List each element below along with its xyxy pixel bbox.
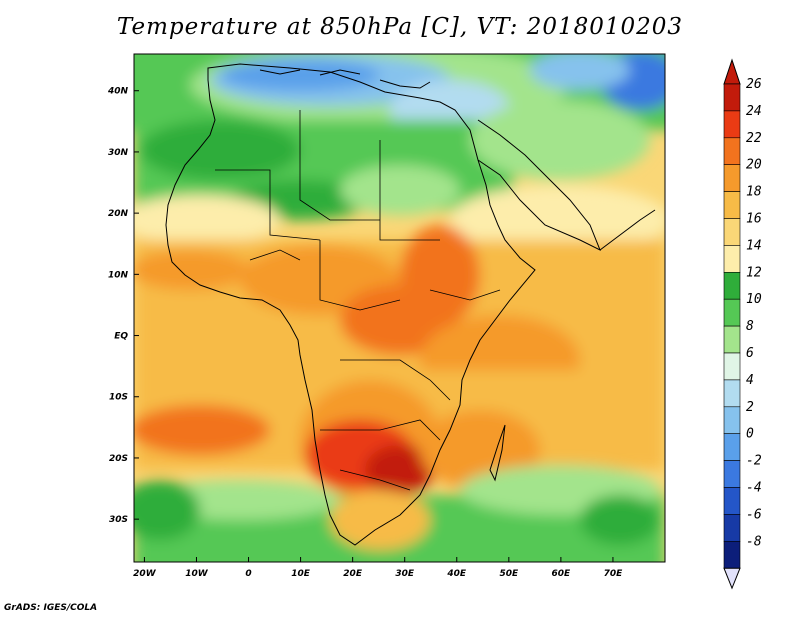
colorbar-segment	[723, 83, 741, 112]
credit-label: GrADS: IGES/COLA	[4, 603, 98, 613]
x-tick-label: 40E	[446, 569, 467, 579]
plot-frame	[133, 53, 666, 563]
colorbar-segment	[723, 245, 741, 273]
map-title: Temperature at 850hPa [C], VT: 201801020…	[116, 14, 684, 40]
colorbar-segment	[723, 406, 741, 434]
colorbar-segment	[723, 352, 741, 381]
colorbar-segment	[723, 110, 741, 139]
colorbar-segment	[723, 540, 741, 569]
colorbar-label: 0	[746, 427, 754, 442]
colorbar-label: 18	[746, 185, 762, 200]
colorbar-label: 24	[746, 104, 762, 119]
x-tick-label: 20E	[343, 569, 363, 579]
colorbar-segment	[723, 137, 741, 166]
y-tick-label: 10S	[109, 393, 128, 403]
colorbar-label: -8	[746, 534, 762, 549]
country-borders	[215, 110, 501, 491]
x-tick-label: 60E	[552, 569, 572, 579]
colorbar-segment	[723, 460, 741, 488]
x-axis: 20W 10W 0 10E 20E 30E 40E 50E 60E 70E	[133, 557, 623, 579]
y-axis: 40N 30N 20N 10N EQ 10S 20S 30S	[107, 87, 139, 525]
colorbar-label: 4	[746, 373, 754, 388]
colorbar-label: -2	[746, 454, 762, 469]
colorbar-segment	[723, 514, 741, 542]
colorbar-label: 20	[746, 158, 762, 173]
colorbar-segment	[723, 325, 741, 354]
y-tick-label: 30S	[109, 515, 128, 525]
x-tick-label: 20W	[133, 569, 157, 579]
temperature-field	[134, 54, 665, 562]
colorbar-segment	[723, 298, 741, 327]
x-tick-label: 30E	[395, 569, 415, 579]
colorbar-label: -4	[746, 481, 762, 496]
colorbar-label: 16	[746, 212, 762, 227]
colorbar-label: 6	[746, 346, 754, 361]
colorbar-segment	[723, 487, 741, 515]
colorbar-label: 26	[746, 77, 762, 92]
x-tick-label: 10W	[185, 569, 209, 579]
colorbar-segment	[723, 218, 741, 246]
colorbar-label: 10	[746, 292, 762, 307]
colorbar-bottom-arrow	[723, 567, 741, 590]
y-tick-label: 20S	[109, 454, 128, 464]
x-tick-label: 70E	[604, 569, 624, 579]
x-tick-label: 10E	[291, 569, 311, 579]
colorbar-segment	[723, 191, 741, 219]
y-tick-label: 30N	[108, 148, 129, 158]
coastline	[165, 63, 656, 546]
x-tick-label: 0	[245, 569, 251, 579]
colorbar-label: 8	[746, 319, 754, 334]
y-tick-label: EQ	[114, 332, 128, 342]
colorbar-label: 12	[746, 265, 762, 280]
x-tick-label: 50E	[499, 569, 519, 579]
colorbar-segment	[723, 271, 741, 300]
colorbar-label: 2	[746, 400, 754, 415]
colorbar-label: 14	[746, 238, 762, 253]
y-tick-label: 10N	[108, 270, 129, 280]
y-tick-label: 20N	[108, 209, 129, 219]
colorbar-segment	[723, 164, 741, 192]
colorbar-segment	[723, 379, 741, 408]
colorbar-label: 22	[746, 131, 762, 146]
colorbar-top-arrow	[723, 58, 741, 85]
colorbar-label: -6	[746, 507, 762, 522]
y-tick-label: 40N	[107, 87, 129, 97]
colorbar-segment	[723, 433, 741, 461]
